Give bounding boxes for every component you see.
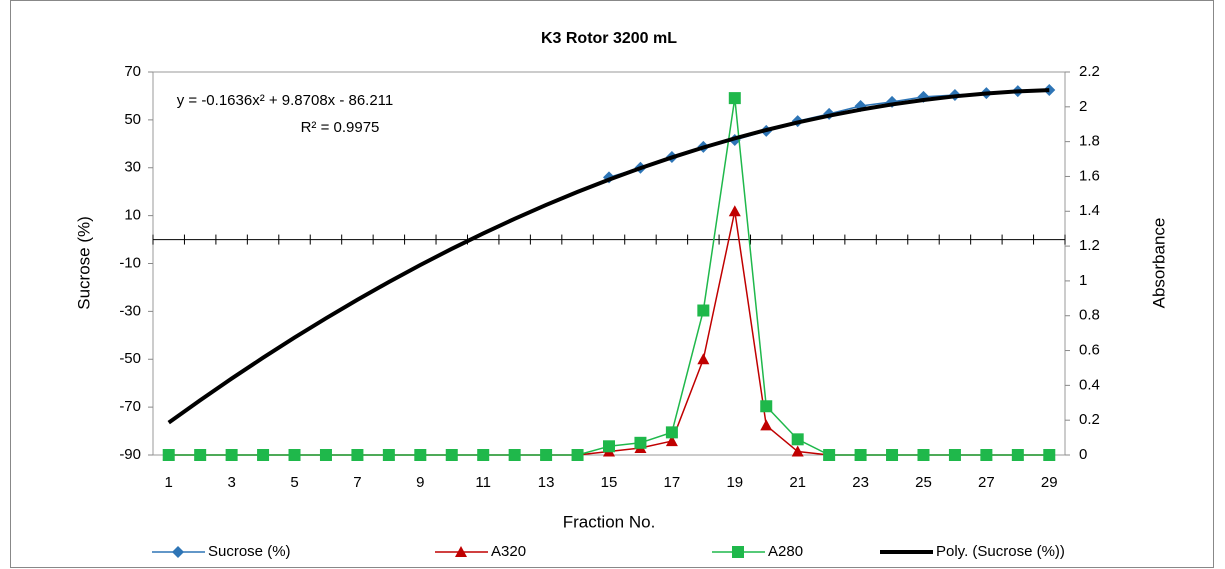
data-point (1011, 449, 1024, 461)
data-point (382, 449, 395, 461)
x-tick-label: 27 (978, 474, 995, 491)
x-tick-label: 15 (601, 474, 618, 491)
y-tick-label: -50 (119, 350, 141, 367)
y-tick-label: -30 (119, 302, 141, 319)
y-tick-label: 10 (124, 207, 141, 224)
y2-axis-title: Absorbance (1149, 218, 1168, 309)
data-point (319, 449, 332, 461)
y2-tick-label: 1.2 (1079, 237, 1100, 254)
legend-label: A280 (768, 543, 803, 560)
x-tick-label: 9 (416, 474, 424, 491)
x-tick-label: 1 (165, 474, 173, 491)
x-tick-label: 17 (664, 474, 681, 491)
data-point (728, 205, 741, 217)
data-point (634, 436, 647, 449)
data-point (225, 449, 238, 461)
x-tick-label: 5 (290, 474, 298, 491)
data-point (917, 449, 930, 461)
x-tick-label: 21 (789, 474, 806, 491)
data-point (571, 449, 584, 461)
data-point (760, 419, 773, 431)
data-point (697, 304, 710, 317)
y2-tick-label: 0.2 (1079, 411, 1100, 428)
x-tick-label: 19 (726, 474, 743, 491)
trendline (167, 88, 1050, 425)
legend-label: Sucrose (%) (208, 543, 291, 560)
y-axis-title: Sucrose (%) (74, 216, 93, 310)
x-tick-label: 29 (1041, 474, 1058, 491)
y2-tick-label: 0.4 (1079, 376, 1100, 393)
x-axis-title: Fraction No. (563, 512, 656, 531)
x-tick-label: 3 (227, 474, 235, 491)
y-tick-label: 30 (124, 159, 141, 176)
y2-tick-label: 2 (1079, 98, 1087, 115)
x-tick-label: 23 (852, 474, 869, 491)
y2-tick-label: 0 (1079, 446, 1087, 463)
x-tick-label: 13 (538, 474, 555, 491)
y2-tick-label: 1.4 (1079, 202, 1100, 219)
data-point (445, 449, 458, 461)
data-point (351, 449, 364, 461)
chart-border (10, 0, 1214, 568)
data-point (508, 449, 521, 461)
data-point (477, 449, 490, 461)
data-point (288, 449, 301, 461)
data-point (728, 92, 741, 105)
data-point (665, 435, 678, 447)
y-tick-label: 50 (124, 111, 141, 128)
data-point (980, 449, 993, 461)
y2-tick-label: 2.2 (1079, 63, 1100, 80)
y2-tick-label: 0.6 (1079, 342, 1100, 359)
data-point (1043, 449, 1056, 461)
chart-title: K3 Rotor 3200 mL (541, 30, 677, 47)
legend-label: A320 (491, 543, 526, 560)
legend-marker (172, 546, 184, 558)
y2-tick-label: 0.8 (1079, 307, 1100, 324)
data-point (665, 426, 678, 439)
data-point (760, 400, 773, 413)
legend-label: Poly. (Sucrose (%)) (936, 543, 1065, 560)
data-point (791, 433, 804, 446)
y-tick-label: -90 (119, 446, 141, 463)
data-point (540, 449, 553, 461)
data-point (257, 449, 270, 461)
x-tick-label: 25 (915, 474, 932, 491)
trendline-equation: y = -0.1636x² + 9.8708x - 86.211 (177, 92, 394, 109)
data-point (162, 449, 175, 461)
y-tick-label: 70 (124, 63, 141, 80)
data-point (414, 449, 427, 461)
data-point (886, 449, 899, 461)
y2-tick-label: 1.6 (1079, 167, 1100, 184)
data-point (603, 440, 615, 453)
y-tick-label: -10 (119, 254, 141, 271)
y2-tick-label: 1.8 (1079, 133, 1100, 150)
data-point (791, 445, 804, 457)
data-point (854, 449, 867, 461)
data-point (948, 449, 961, 461)
y2-tick-label: 1 (1079, 272, 1087, 289)
data-point (823, 449, 836, 461)
x-tick-label: 11 (475, 474, 491, 491)
legend-marker (732, 546, 744, 558)
data-point (1043, 83, 1056, 96)
data-point (697, 353, 710, 365)
legend-marker (455, 546, 467, 557)
data-point (194, 449, 207, 461)
trendline-r-squared: R² = 0.9975 (301, 119, 380, 136)
y-tick-label: -70 (119, 398, 141, 415)
x-tick-label: 7 (353, 474, 361, 491)
